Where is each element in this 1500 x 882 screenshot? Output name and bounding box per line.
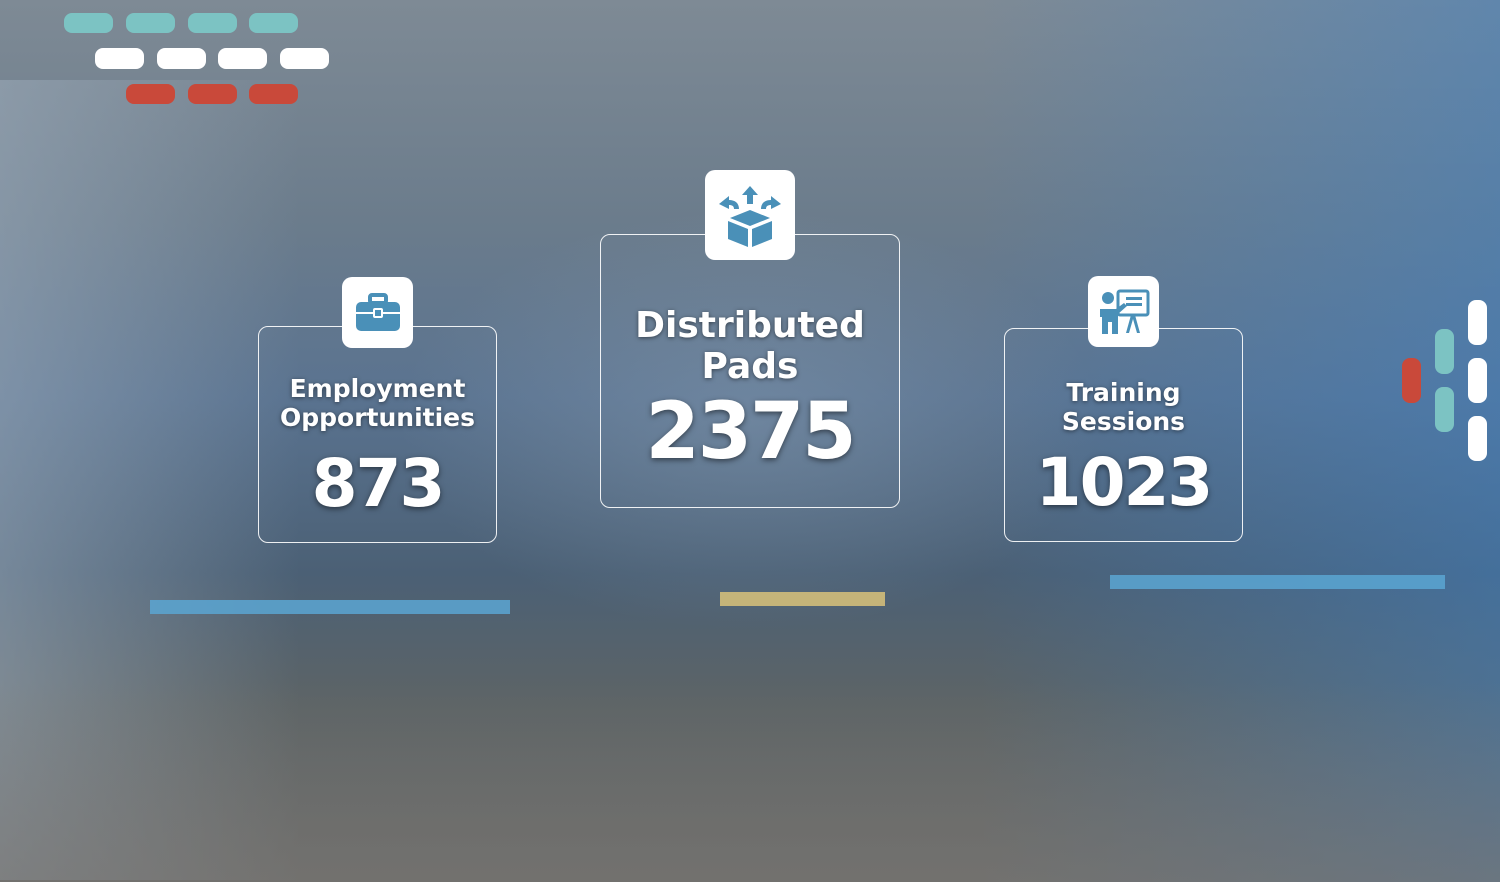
background-desk xyxy=(150,600,510,614)
stat-title-line: Training xyxy=(1066,378,1181,407)
background-desk xyxy=(1110,575,1445,589)
stat-title-line: Pads xyxy=(701,346,799,388)
stat-value: 1023 xyxy=(1035,444,1214,521)
stat-title-line: Distributed xyxy=(635,305,865,346)
stat-title-line: Opportunities xyxy=(279,402,476,432)
presenter-board-icon xyxy=(1088,276,1159,347)
stat-value: 2375 xyxy=(645,387,856,477)
stat-card-employment: Employment Opportunities 873 xyxy=(258,326,497,543)
stat-card-distributed-pads: Distributed Pads 2375 xyxy=(600,234,900,508)
stat-title: Training Sessions xyxy=(1005,378,1242,437)
stat-title: Distributed Pads xyxy=(601,305,899,388)
box-distribute-icon xyxy=(705,170,795,260)
stat-card-training-sessions: Training Sessions 1023 xyxy=(1004,328,1243,542)
stat-title: Employment Opportunities xyxy=(259,374,496,433)
stat-value: 873 xyxy=(311,445,446,522)
background-floor xyxy=(0,682,1500,882)
briefcase-icon xyxy=(342,277,413,348)
stat-title-line: Sessions xyxy=(1061,406,1186,436)
stat-title-line: Employment xyxy=(289,374,466,403)
background-desk xyxy=(720,592,885,606)
